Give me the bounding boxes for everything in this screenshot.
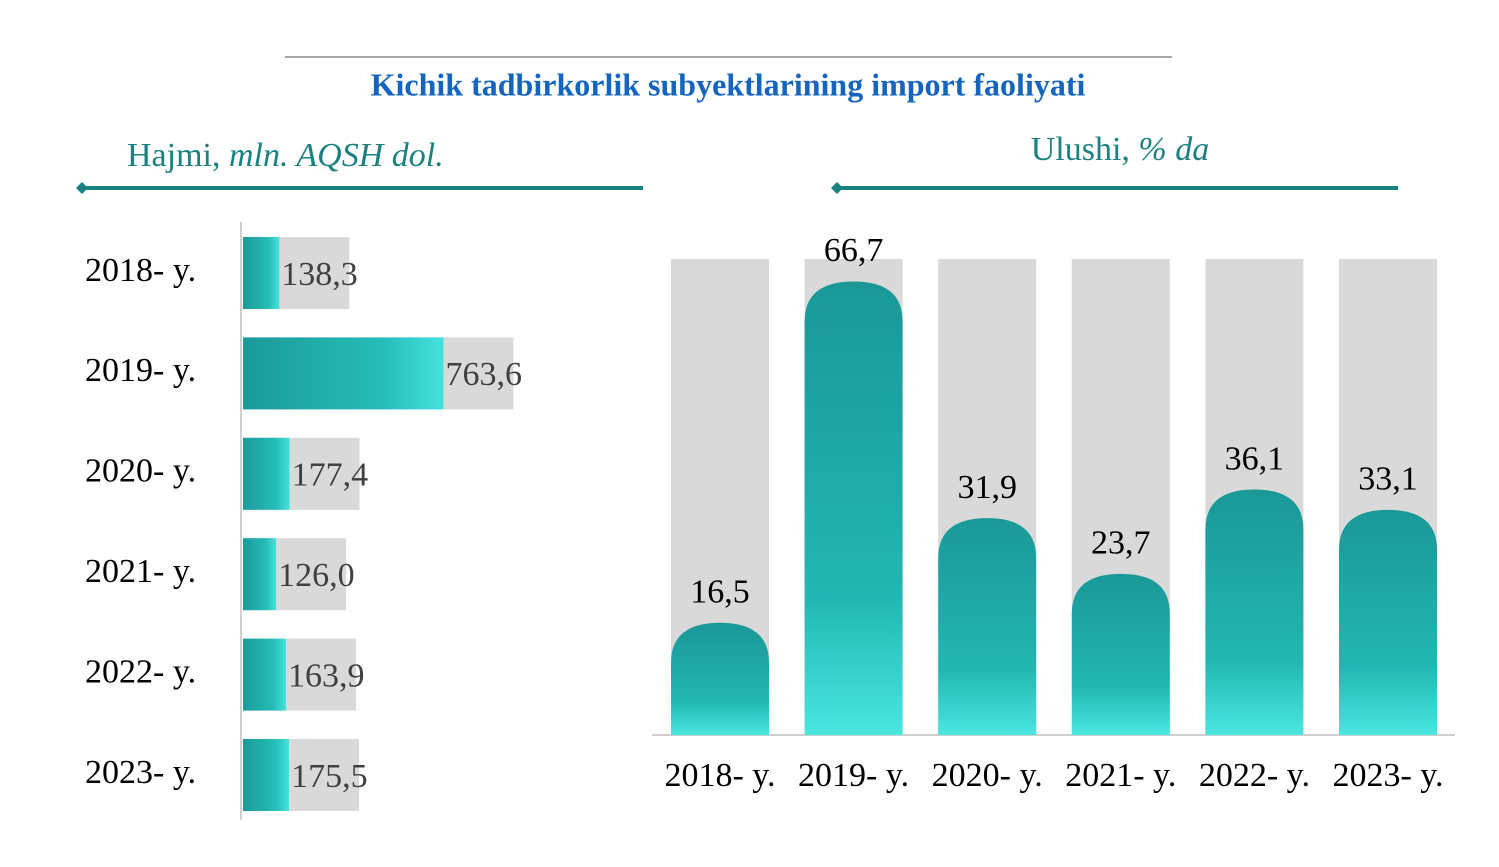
value-label: 175,5 [291, 758, 368, 795]
bar [1205, 489, 1304, 735]
left-heading: Hajmi, mln. AQSH dol. [127, 137, 444, 174]
value-label: 163,9 [288, 657, 365, 694]
category-label: 2020- y. [85, 453, 196, 490]
category-label: 2022- y. [85, 653, 196, 690]
bar [243, 437, 290, 510]
category-label: 2020- y. [932, 757, 1043, 794]
diamond [76, 182, 88, 194]
value-label: 23,7 [1091, 525, 1151, 562]
value-label: 763,6 [445, 356, 522, 393]
value-label: 36,1 [1225, 440, 1285, 477]
category-label: 2021- y. [1065, 757, 1176, 794]
bar [243, 638, 287, 711]
chart-title: Kichik tadbirkorlik subyektlarining impo… [371, 66, 1086, 102]
right-heading: Ulushi, % da [1031, 131, 1210, 168]
category-label: 2018- y. [85, 252, 196, 289]
bar [1339, 509, 1437, 735]
category-label: 2018- y. [664, 757, 775, 794]
bar [804, 281, 903, 735]
category-label: 2019- y. [798, 757, 909, 794]
heading-label: Ulushi, [1031, 131, 1130, 168]
bar [671, 622, 769, 735]
bar [243, 237, 280, 309]
heading-label: Hajmi, [127, 137, 220, 174]
category-label: 2023- y. [1332, 757, 1443, 794]
heading-unit: % da [1138, 131, 1209, 168]
bar [243, 337, 444, 410]
value-label: 138,3 [281, 256, 358, 293]
value-label: 126,0 [278, 557, 355, 594]
category-label: 2022- y. [1199, 757, 1310, 794]
value-label: 33,1 [1358, 461, 1418, 498]
heading-unit: mln. AQSH dol. [229, 137, 444, 174]
diamond [831, 182, 843, 194]
category-label: 2021- y. [85, 553, 196, 590]
value-label: 31,9 [957, 469, 1017, 506]
bar [938, 518, 1037, 735]
category-label: 2023- y. [85, 754, 196, 791]
bar [243, 538, 277, 611]
bar [243, 739, 290, 811]
value-label: 66,7 [824, 232, 884, 269]
value-label: 16,5 [690, 574, 750, 611]
bar [1071, 573, 1170, 735]
value-label: 177,4 [292, 457, 369, 494]
category-label: 2019- y. [85, 352, 196, 389]
